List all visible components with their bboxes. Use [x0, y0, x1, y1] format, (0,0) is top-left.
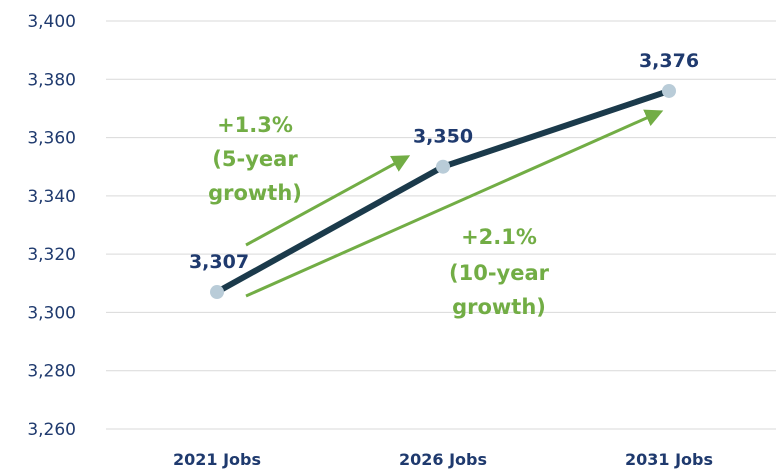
annotation-line: (5-year	[212, 147, 298, 171]
growth-arrows	[245, 109, 664, 298]
y-tick-label: 3,280	[27, 362, 76, 382]
growth-annotations: +1.3% (5-year growth) +2.1% (10-year growth)	[208, 113, 550, 319]
data-labels: 3,307 3,350 3,376	[189, 50, 699, 273]
gridlines	[106, 20, 776, 430]
annotation-line: +2.1%	[461, 225, 537, 249]
data-points	[210, 83, 676, 300]
data-point	[662, 83, 676, 98]
annotation-line: growth)	[452, 295, 546, 319]
data-label: 3,376	[639, 50, 699, 72]
y-tick-label: 3,380	[27, 70, 76, 90]
y-tick-label: 3,360	[27, 129, 76, 149]
x-tick-label: 2021 Jobs	[173, 450, 261, 469]
annotation-line: growth)	[208, 181, 302, 205]
y-tick-label: 3,320	[27, 245, 76, 265]
y-tick-label: 3,400	[27, 12, 76, 32]
y-axis-ticks: 3,260 3,280 3,300 3,320 3,340 3,360 3,380 3,400	[27, 12, 76, 440]
y-tick-label: 3,260	[27, 420, 76, 440]
x-tick-label: 2026 Jobs	[399, 450, 487, 469]
growth-arrow-5yr	[245, 155, 411, 247]
data-point	[436, 159, 450, 174]
data-label: 3,307	[189, 251, 249, 273]
annotation-line: (10-year	[449, 261, 550, 285]
y-tick-label: 3,340	[27, 187, 76, 207]
x-tick-label: 2031 Jobs	[625, 450, 713, 469]
data-point	[210, 285, 224, 300]
annotation-line: +1.3%	[217, 113, 293, 137]
growth-arrow-10yr	[245, 109, 664, 298]
data-label: 3,350	[413, 126, 473, 148]
y-tick-label: 3,300	[27, 303, 76, 323]
x-axis-ticks: 2021 Jobs 2026 Jobs 2031 Jobs	[173, 450, 713, 469]
